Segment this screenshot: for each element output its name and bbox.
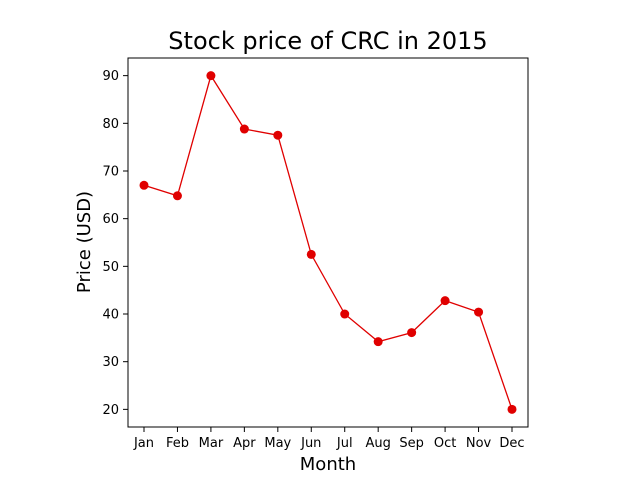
data-point-jul bbox=[340, 309, 350, 319]
y-tick-label-30: 30 bbox=[102, 355, 119, 370]
y-axis: 20 30 40 50 60 70 80 90 bbox=[102, 69, 128, 418]
data-point-sep bbox=[407, 328, 417, 338]
x-tick-label-jun: Jun bbox=[300, 436, 321, 451]
x-tick-label-nov: Nov bbox=[466, 436, 492, 451]
y-axis-label: Price (USD) bbox=[74, 191, 95, 293]
data-point-dec bbox=[507, 404, 517, 414]
x-tick-label-may: May bbox=[264, 436, 291, 451]
x-axis: Jan Feb Mar Apr May Jun Jul Aug Sep Oct Nov Dec bbox=[133, 427, 525, 451]
data-point-jan bbox=[139, 180, 149, 190]
y-tick-label-20: 20 bbox=[102, 403, 119, 418]
y-tick-label-90: 90 bbox=[102, 69, 119, 84]
series-line-0 bbox=[143, 74, 513, 410]
data-point-apr bbox=[239, 124, 249, 134]
plot-area-frame bbox=[127, 57, 529, 428]
data-point-mar bbox=[206, 71, 216, 81]
x-tick-label-feb: Feb bbox=[166, 436, 189, 451]
x-axis-label: Month bbox=[300, 454, 356, 475]
y-tick-label-70: 70 bbox=[102, 164, 119, 179]
series-layer bbox=[139, 71, 517, 414]
chart-title: Stock price of CRC in 2015 bbox=[168, 27, 487, 55]
data-point-may bbox=[273, 130, 283, 140]
x-tick-label-aug: Aug bbox=[365, 436, 390, 451]
x-tick-label-sep: Sep bbox=[399, 436, 424, 451]
x-tick-label-mar: Mar bbox=[199, 436, 224, 451]
x-tick-label-oct: Oct bbox=[434, 436, 456, 451]
x-tick-label-apr: Apr bbox=[233, 436, 256, 451]
data-point-aug bbox=[373, 337, 383, 347]
x-tick-label-jan: Jan bbox=[133, 436, 154, 451]
data-point-oct bbox=[440, 296, 450, 306]
data-point-jun bbox=[306, 249, 316, 259]
data-point-nov bbox=[474, 307, 484, 317]
data-point-feb bbox=[172, 191, 182, 201]
y-tick-label-40: 40 bbox=[102, 308, 119, 323]
x-tick-label-jul: Jul bbox=[336, 436, 353, 451]
x-tick-label-dec: Dec bbox=[499, 436, 524, 451]
y-tick-label-60: 60 bbox=[102, 212, 119, 227]
y-tick-label-50: 50 bbox=[102, 260, 119, 275]
y-tick-label-80: 80 bbox=[102, 117, 119, 132]
